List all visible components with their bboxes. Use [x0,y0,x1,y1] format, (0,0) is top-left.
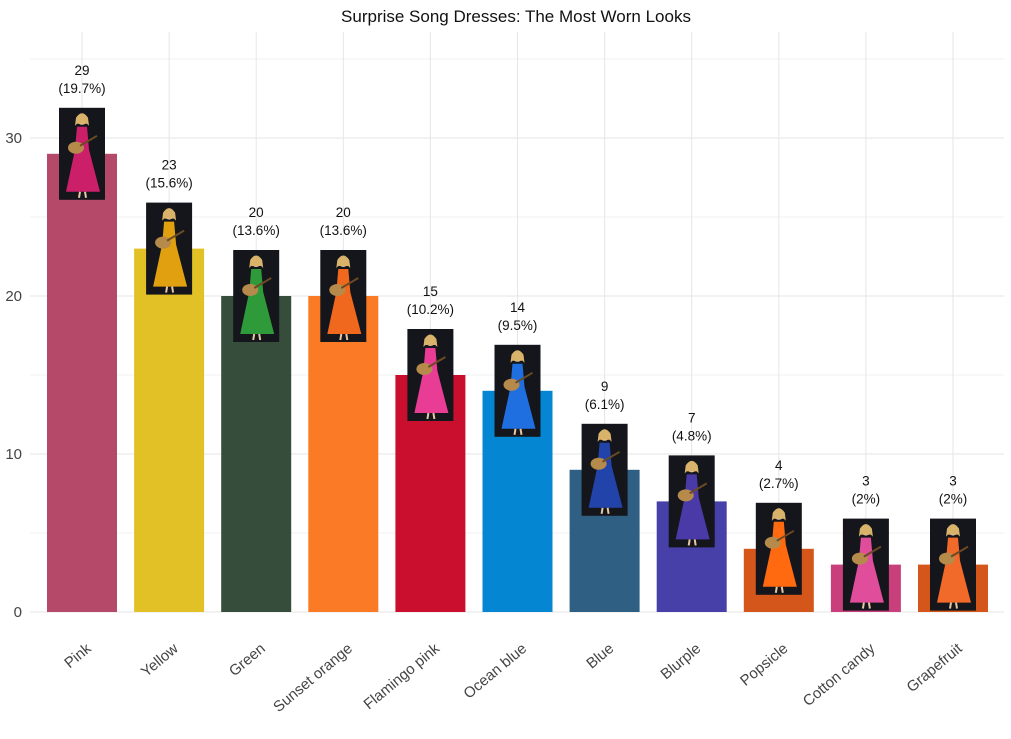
data-label-percent: (10.2%) [407,302,454,317]
dress-photo [59,107,105,200]
bars [47,153,988,613]
x-tick-label: Pink [61,640,95,672]
x-tick-label: Blurple [658,640,705,683]
x-axis-ticks: Pink Yellow Green Sunset orange Flamingo pin… [61,640,966,716]
x-tick-label: Grapefruit [904,640,967,696]
dress-photo [320,250,367,342]
bar [134,248,205,612]
dress-photo [668,455,715,548]
x-tick-label: Popsicle [737,640,791,689]
data-label-percent: (13.6%) [233,223,280,238]
dress-photo [233,250,280,342]
data-label-count: 14 [510,300,526,315]
dress-photo [146,202,193,295]
dress-photo [581,423,628,516]
y-tick-label: 10 [5,446,22,463]
data-label-percent: (13.6%) [320,223,367,238]
data-label-count: 29 [74,63,89,78]
data-label-count: 20 [336,205,351,220]
data-label-count: 15 [423,284,438,299]
data-label-percent: (6.1%) [585,397,625,412]
data-label-count: 3 [949,474,957,489]
data-label-percent: (9.5%) [498,318,538,333]
data-label-percent: (2%) [939,492,968,507]
data-label-count: 7 [688,410,696,425]
data-label-count: 23 [162,158,177,173]
data-label-percent: (15.6%) [145,176,192,191]
dress-photo [755,502,802,595]
data-label-count: 4 [775,458,783,473]
dress-photo [494,344,541,437]
dress-photo [842,518,889,611]
y-tick-label: 0 [14,604,22,621]
data-label-percent: (2.7%) [759,476,799,491]
dress-photo [407,329,454,421]
y-tick-label: 20 [5,288,22,305]
data-label-count: 20 [249,205,264,220]
dress-photo [930,518,976,611]
dress-photos [59,107,976,611]
data-label-count: 9 [601,379,609,394]
data-label-percent: (2%) [852,492,881,507]
bar [308,296,379,612]
data-labels: 29 (19.7%) 23 (15.6%) 20 (13.6%) 20 (13.6%) 15 (1… [58,63,967,507]
x-tick-label: Green [226,640,269,680]
x-tick-label: Yellow [138,640,182,681]
y-tick-label: 30 [5,130,22,147]
x-tick-label: Blue [583,640,617,672]
bar [221,296,292,612]
x-tick-label: Ocean blue [460,640,530,702]
data-label-percent: (4.8%) [672,428,712,443]
y-axis-ticks: 0 10 20 30 [5,130,22,621]
x-tick-label: Flamingo pink [361,640,444,713]
chart-title: Surprise Song Dresses: The Most Worn Loo… [341,7,691,26]
x-tick-label: Sunset orange [270,640,356,716]
data-label-count: 3 [862,474,870,489]
bar [47,153,117,613]
x-tick-label: Cotton candy [800,640,879,710]
data-label-percent: (19.7%) [58,81,105,96]
